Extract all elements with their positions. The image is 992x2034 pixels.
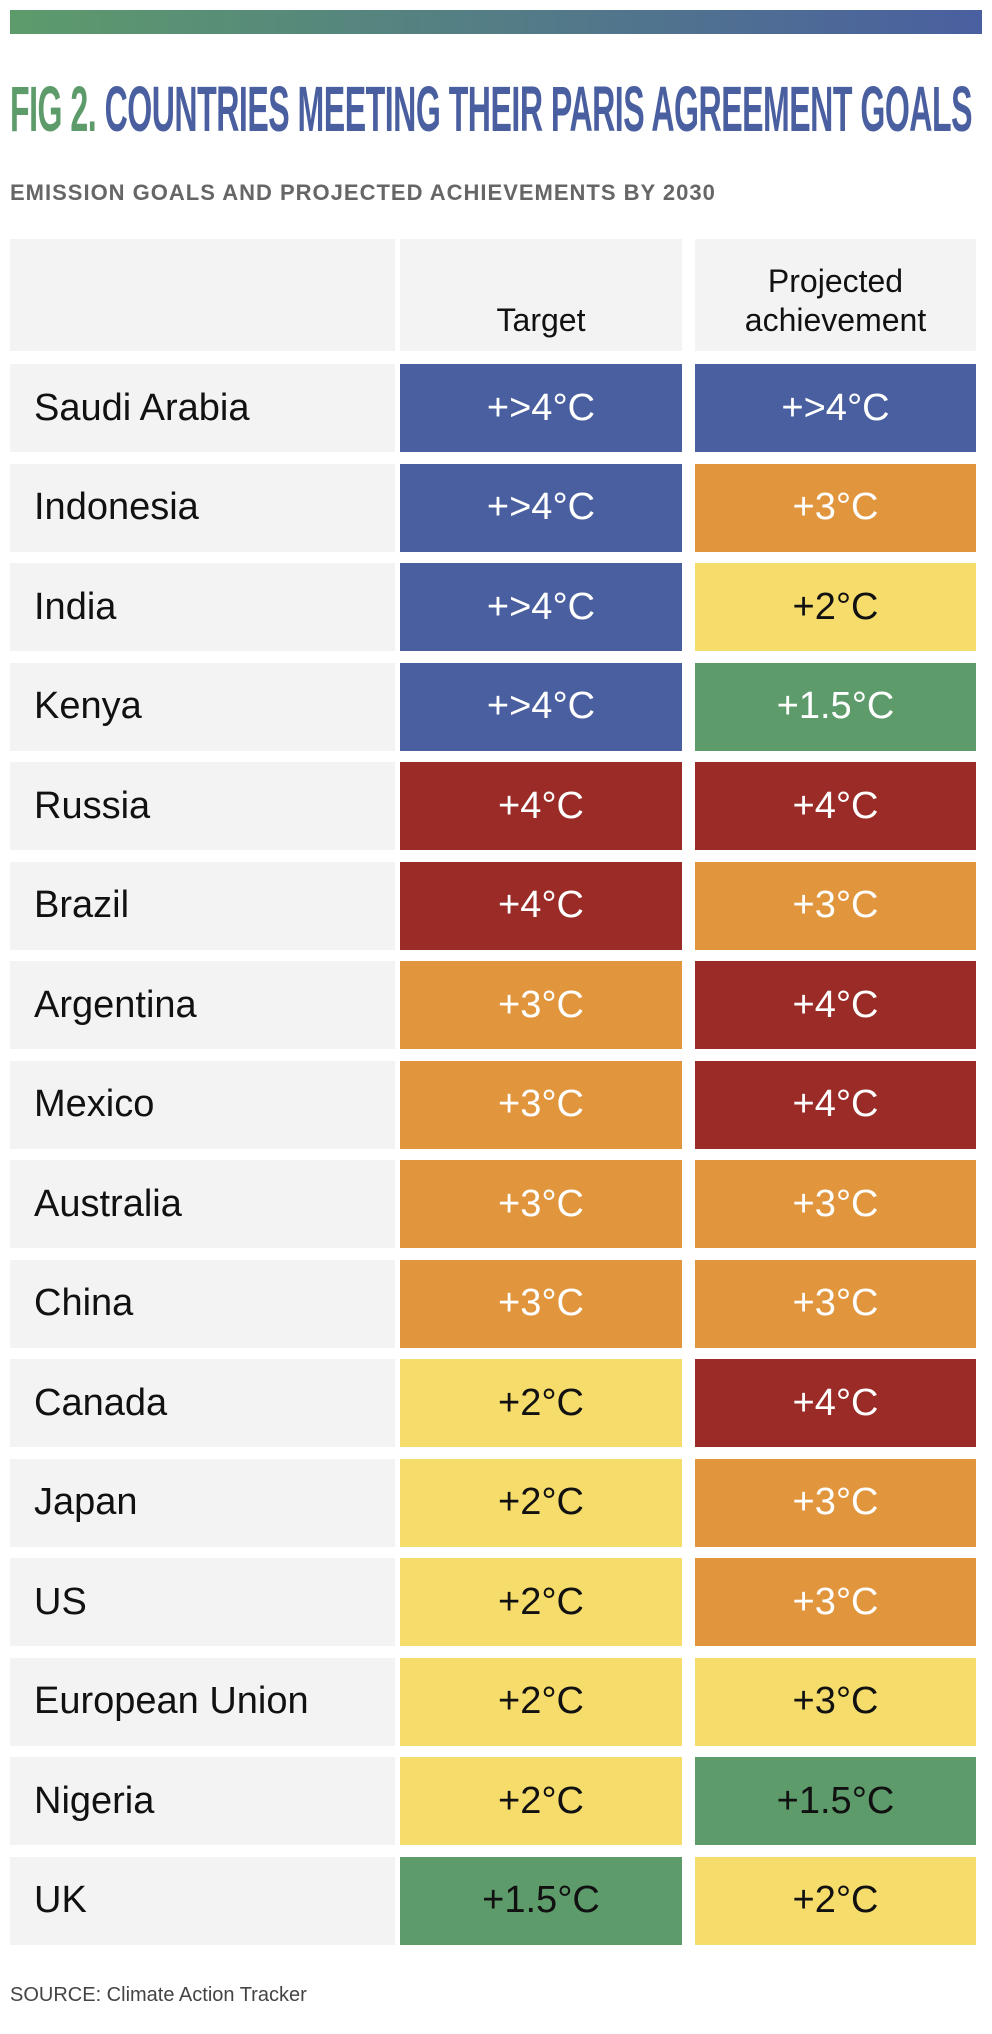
top-bar <box>10 10 982 34</box>
country: Russia <box>10 762 395 850</box>
country: Argentina <box>10 961 395 1049</box>
projected-cell: +4°C <box>695 961 976 1049</box>
projected-cell: +3°C <box>695 1458 976 1547</box>
projected-cell: +1.5°C <box>695 662 976 751</box>
target-cell: +>4°C <box>400 364 682 452</box>
projected-cell: +>4°C <box>695 364 976 452</box>
country: US <box>10 1558 395 1646</box>
target-cell: +3°C <box>400 1259 682 1348</box>
target-cell: +4°C <box>400 762 682 850</box>
source: SOURCE: Climate Action Tracker <box>10 1984 307 2006</box>
projected-cell: +3°C <box>695 1558 976 1646</box>
column-header: Target <box>400 239 682 351</box>
projected-cell: +3°C <box>695 1259 976 1348</box>
target-cell: +>4°C <box>400 463 682 552</box>
target-cell: +3°C <box>400 1060 682 1149</box>
subtitle: EMISSION GOALS AND PROJECTED ACHIEVEMENT… <box>10 180 716 205</box>
country: China <box>10 1259 395 1348</box>
projected-cell: +4°C <box>695 1359 976 1447</box>
country: Nigeria <box>10 1757 395 1845</box>
column-header: Projected achievement <box>695 239 976 351</box>
projected-cell: +2°C <box>695 1856 976 1945</box>
country: European Union <box>10 1657 395 1746</box>
target-cell: +3°C <box>400 1160 682 1248</box>
projected-cell: +3°C <box>695 463 976 552</box>
title-text: COUNTRIES MEETING THEIR PARIS AGREEMENT … <box>104 73 973 145</box>
country: Japan <box>10 1458 395 1547</box>
projected-cell: +1.5°C <box>695 1757 976 1845</box>
target-cell: +2°C <box>400 1757 682 1845</box>
target-cell: +2°C <box>400 1657 682 1746</box>
target-cell: +2°C <box>400 1359 682 1447</box>
country: Kenya <box>10 662 395 751</box>
projected-cell: +3°C <box>695 1160 976 1248</box>
target-cell: +>4°C <box>400 662 682 751</box>
country: Saudi Arabia <box>10 364 395 452</box>
country: Canada <box>10 1359 395 1447</box>
projected-cell: +4°C <box>695 762 976 850</box>
country: Indonesia <box>10 463 395 552</box>
target-cell: +2°C <box>400 1558 682 1646</box>
target-cell: +4°C <box>400 861 682 950</box>
country: Brazil <box>10 861 395 950</box>
target-cell: +>4°C <box>400 563 682 651</box>
projected-cell: +3°C <box>695 861 976 950</box>
country: India <box>10 563 395 651</box>
projected-cell: +4°C <box>695 1060 976 1149</box>
country: Australia <box>10 1160 395 1248</box>
target-cell: +3°C <box>400 961 682 1049</box>
projected-cell: +3°C <box>695 1657 976 1746</box>
title: FIG 2. COUNTRIES MEETING THEIR PARIS AGR… <box>10 72 973 146</box>
target-cell: +1.5°C <box>400 1856 682 1945</box>
projected-cell: +2°C <box>695 563 976 651</box>
country: Mexico <box>10 1060 395 1149</box>
country: UK <box>10 1856 395 1945</box>
target-cell: +2°C <box>400 1458 682 1547</box>
figure-label: FIG 2. <box>10 73 97 145</box>
header-blank <box>10 239 395 351</box>
